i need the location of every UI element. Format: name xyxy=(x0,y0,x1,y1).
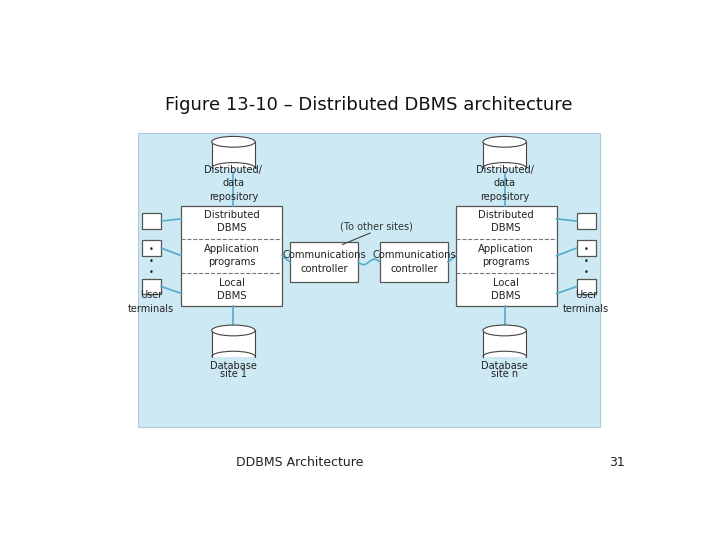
Text: •
•
•: • • • xyxy=(149,245,153,278)
Text: User
terminals: User terminals xyxy=(128,291,174,314)
Text: Communications
controller: Communications controller xyxy=(282,251,366,274)
Bar xyxy=(290,242,358,282)
Ellipse shape xyxy=(212,325,255,336)
Bar xyxy=(212,142,255,168)
Bar xyxy=(577,213,596,229)
Bar xyxy=(138,132,600,427)
Text: Distributed/
data
repository: Distributed/ data repository xyxy=(476,165,534,201)
Text: Distributed/
data
repository: Distributed/ data repository xyxy=(204,165,262,201)
Bar xyxy=(483,330,526,356)
Text: Local
DBMS: Local DBMS xyxy=(492,278,521,301)
Text: Local
DBMS: Local DBMS xyxy=(217,278,246,301)
Bar xyxy=(142,240,161,256)
Text: site n: site n xyxy=(491,369,518,379)
Bar xyxy=(483,142,526,168)
Bar xyxy=(456,206,557,306)
Text: site 1: site 1 xyxy=(220,369,247,379)
Bar xyxy=(212,330,255,356)
Bar xyxy=(577,240,596,256)
Bar xyxy=(380,242,448,282)
Text: Distributed
DBMS: Distributed DBMS xyxy=(478,210,534,233)
Text: Database: Database xyxy=(210,361,257,371)
Text: Database: Database xyxy=(481,361,528,371)
Text: Application
programs: Application programs xyxy=(478,244,534,267)
Text: User
terminals: User terminals xyxy=(563,291,609,314)
Text: (To other sites): (To other sites) xyxy=(341,221,413,232)
Ellipse shape xyxy=(212,137,255,147)
Text: DDBMS Architecture: DDBMS Architecture xyxy=(235,456,363,469)
Bar xyxy=(577,279,596,294)
Ellipse shape xyxy=(483,325,526,336)
Bar xyxy=(181,206,282,306)
Text: Distributed
DBMS: Distributed DBMS xyxy=(204,210,260,233)
Text: 31: 31 xyxy=(609,456,625,469)
Text: Communications
controller: Communications controller xyxy=(372,251,456,274)
Ellipse shape xyxy=(483,137,526,147)
Text: •
•
•: • • • xyxy=(584,245,588,278)
Bar xyxy=(142,279,161,294)
Bar xyxy=(142,213,161,229)
Text: Application
programs: Application programs xyxy=(204,244,260,267)
Text: Figure 13-10 – Distributed DBMS architecture: Figure 13-10 – Distributed DBMS architec… xyxy=(166,96,572,114)
